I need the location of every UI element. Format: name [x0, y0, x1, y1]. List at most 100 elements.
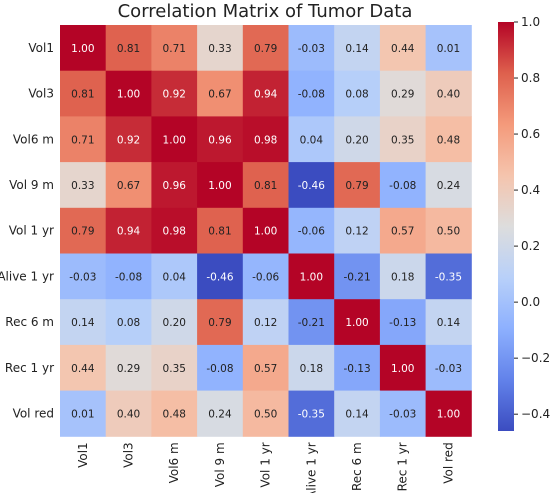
- heatmap-cell: [242, 70, 289, 117]
- heatmap-cell: [197, 344, 244, 392]
- heatmap-cell: [334, 70, 381, 117]
- heatmap-cell: [334, 207, 381, 254]
- y-axis-tick-labels: Vol1 Vol3 Vol6 m Vol 9 m Vol 1 yr Alive 1 yr R…: [0, 41, 54, 421]
- x-tick-label: Vol6 m: [167, 442, 181, 483]
- heatmap-cell: [242, 390, 289, 437]
- heatmap-cell: [151, 207, 198, 254]
- cell-value-label: 0.29: [391, 89, 414, 101]
- cell-value-label: 0.29: [117, 363, 140, 375]
- cell-value-label: -0.08: [115, 271, 142, 283]
- heatmap-cell: [242, 344, 289, 392]
- colorbar-tick-label: 1.0: [521, 15, 540, 29]
- heatmap-cell: [60, 116, 107, 163]
- colorbar-tick-label: −0.2: [521, 351, 550, 365]
- cell-value-label: 0.81: [71, 89, 94, 101]
- cell-value-label: 0.57: [254, 363, 277, 375]
- x-axis-tick-labels: Vol1 Vol3 Vol6 m Vol 9 m Vol 1 yr Alive 1 yr R…: [76, 442, 456, 498]
- heatmap-cell: [151, 162, 198, 209]
- cell-value-label: 0.14: [345, 43, 369, 55]
- cell-value-label: 0.71: [163, 43, 186, 55]
- cell-value-label: 0.33: [208, 43, 231, 55]
- heatmap-cell: [379, 344, 427, 392]
- cell-value-label: -0.13: [343, 363, 370, 375]
- cell-value-label: 0.24: [437, 180, 461, 192]
- heatmap-cell: [288, 70, 335, 117]
- y-tick-label: Alive 1 yr: [0, 269, 54, 283]
- cell-value-label: -0.35: [435, 271, 462, 283]
- colorbar-tick-label: −0.4: [521, 407, 550, 421]
- cell-value-label: 0.04: [300, 134, 324, 146]
- y-tick-label: Rec 1 yr: [5, 361, 54, 375]
- cell-value-label: 0.48: [437, 134, 460, 146]
- cell-value-label: 0.50: [437, 226, 460, 238]
- y-tick-label: Vol1: [28, 41, 54, 55]
- x-tick-label: Rec 6 m: [350, 442, 364, 491]
- cell-value-label: -0.03: [389, 408, 416, 420]
- heatmap-cell: [197, 116, 244, 163]
- cell-value-label: 0.33: [71, 180, 94, 192]
- cell-value-label: 0.35: [163, 363, 186, 375]
- cell-value-label: 0.79: [208, 317, 231, 329]
- x-tick-label: Vol 1 yr: [259, 442, 273, 487]
- cell-value-label: 1.00: [300, 271, 323, 283]
- cell-value-label: 0.98: [254, 134, 277, 146]
- x-tick-label: Vol red: [441, 442, 455, 483]
- heatmap-cell: [379, 253, 427, 300]
- cell-value-label: 0.44: [391, 43, 415, 55]
- y-tick-label: Vol 1 yr: [9, 224, 54, 238]
- heatmap-cell: [379, 207, 427, 254]
- cell-value-label: 0.79: [254, 43, 277, 55]
- colorbar-tick-label: 0.4: [521, 183, 540, 197]
- heatmap-cell: [60, 162, 107, 209]
- heatmap-cell: [105, 70, 152, 117]
- heatmap-cell: [60, 390, 107, 437]
- colorbar-tick-label: 0.6: [521, 127, 540, 141]
- cell-value-label: 0.24: [208, 408, 232, 420]
- cell-value-label: 0.40: [117, 408, 140, 420]
- heatmap-cell: [379, 25, 427, 72]
- cell-value-label: 0.01: [437, 43, 460, 55]
- heatmap-cell: [60, 207, 107, 254]
- cell-value-label: -0.46: [206, 271, 233, 283]
- cell-value-label: 0.35: [391, 134, 414, 146]
- cell-value-label: 0.98: [163, 226, 186, 238]
- cell-value-label: 0.57: [391, 226, 414, 238]
- cell-value-label: 0.08: [117, 317, 140, 329]
- cell-value-label: 0.40: [437, 89, 460, 101]
- cell-value-label: 0.01: [71, 408, 94, 420]
- x-tick-label: Vol1: [76, 442, 90, 468]
- heatmap-cell: [151, 116, 198, 163]
- cell-value-label: 0.81: [254, 180, 277, 192]
- heatmap-cell: [151, 344, 198, 392]
- cell-value-label: 0.94: [117, 226, 141, 238]
- cell-value-label: 1.00: [71, 43, 94, 55]
- cell-value-label: 0.14: [71, 317, 95, 329]
- heatmap-cell: [242, 25, 289, 72]
- cell-value-label: 0.79: [345, 180, 368, 192]
- cell-value-label: 0.18: [391, 271, 414, 283]
- y-tick-label: Vol3: [28, 87, 54, 101]
- x-tick-label: Alive 1 yr: [304, 442, 318, 493]
- heatmap-cell: [379, 162, 427, 209]
- heatmap-cell: [60, 25, 107, 72]
- heatmap-cell: [197, 162, 244, 209]
- heatmap-cell: [105, 116, 152, 163]
- heatmap-cell: [425, 299, 472, 346]
- heatmap-cell: [425, 344, 472, 392]
- cell-value-label: 0.20: [163, 317, 186, 329]
- heatmap-cell: [288, 390, 335, 437]
- heatmap-cell: [105, 390, 152, 437]
- heatmap-cell: [197, 299, 244, 346]
- cell-value-label: 0.48: [163, 408, 186, 420]
- heatmap-cell: [334, 116, 381, 163]
- cell-value-label: -0.35: [298, 408, 325, 420]
- cell-value-label: 0.20: [345, 134, 368, 146]
- heatmap-cell: [288, 253, 335, 300]
- heatmap-cell: [425, 25, 472, 72]
- cell-value-label: -0.13: [389, 317, 416, 329]
- heatmap-cell: [60, 344, 107, 392]
- heatmap-cell: [288, 344, 335, 392]
- heatmap-cell: [105, 162, 152, 209]
- heatmap-cell: [151, 25, 198, 72]
- heatmap-cell: [197, 70, 244, 117]
